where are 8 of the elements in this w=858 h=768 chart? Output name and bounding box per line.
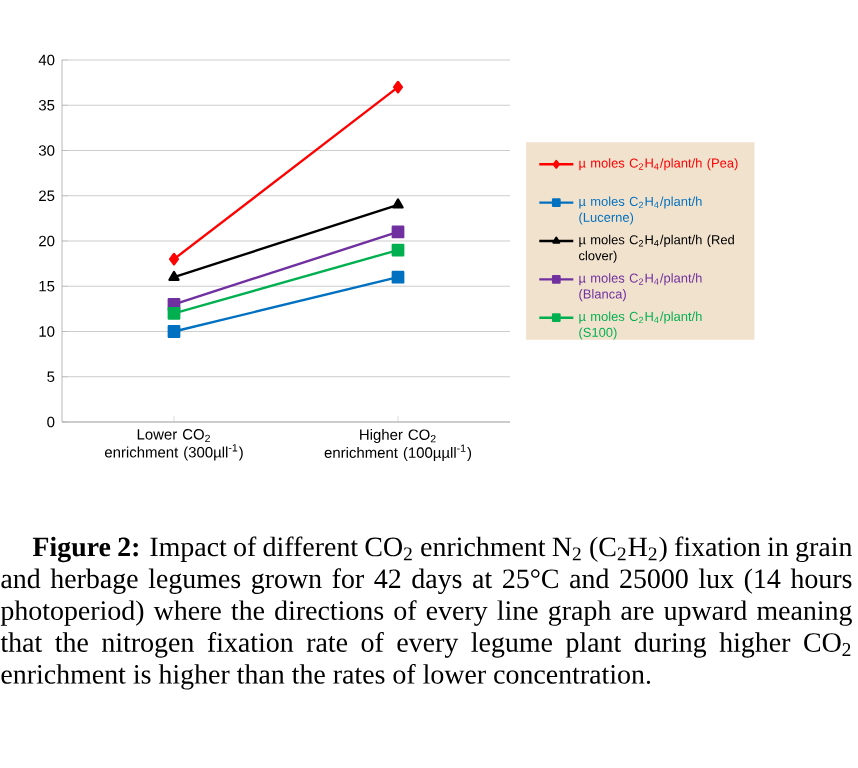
point [391, 243, 405, 257]
point [167, 307, 181, 320]
point [167, 325, 181, 338]
point [391, 225, 405, 239]
point [168, 252, 180, 266]
point [392, 80, 404, 94]
text: Figure 2: Impact of different CO$_{2}$ enrichment N$_{2}$ (C$_{2}$H$_{2}$) fixation in grain and herbage legumes grown for 42 days at 25°C and 25000 lux (14 hours photoperiod) where the directions of every line graph are upward meaning that the nitrogen fixation rate of every legume plant during higher CO$_{2}$ enrichment is higher than the rates of lower concentration. [0, 536, 853, 690]
point [391, 270, 405, 284]
